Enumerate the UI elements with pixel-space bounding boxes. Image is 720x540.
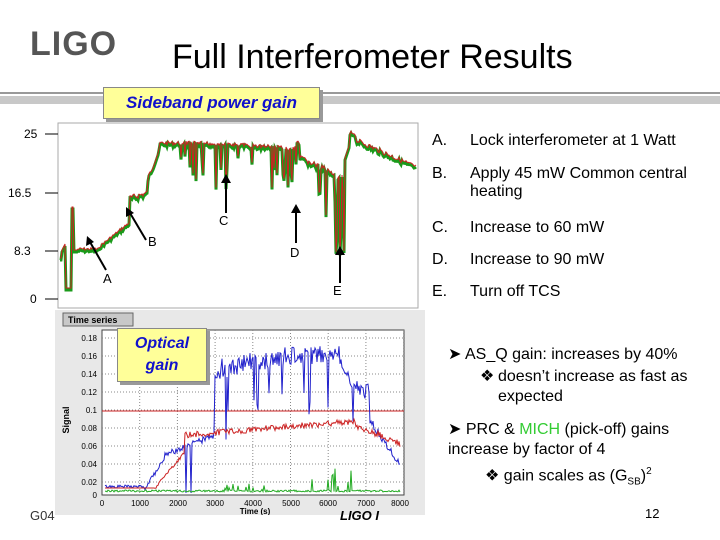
prc-text-b: (pick-off) gains increase by factor of 4: [448, 421, 670, 458]
page-number: 12: [645, 506, 660, 521]
step-a: A. Lock interferometer at 1 Watt: [432, 132, 720, 152]
optical-gain-chart: Time series 0.18 0.16 0.14 0.12 0.1 0.08…: [55, 310, 425, 515]
marker-c: C: [219, 174, 231, 228]
marker-a-label: A: [103, 271, 112, 286]
marker-e: E: [333, 246, 345, 298]
chart2-ytick: 0.12: [81, 388, 97, 397]
marker-b: B: [126, 207, 157, 249]
chart2-ytick: 0.06: [81, 442, 97, 451]
chart1-ytick-lines: [45, 133, 58, 300]
step-d-text: Increase to 90 mW: [470, 251, 605, 268]
gain-text-a: gain scales as (G: [503, 467, 628, 485]
marker-d-label: D: [290, 245, 299, 260]
chart2-panel-title: Time series: [68, 315, 117, 325]
chart2-ytick: 0.02: [81, 478, 97, 487]
chart2-xticks: 0 1000 2000 3000 4000 5000 6000 7000 800…: [100, 499, 410, 508]
chart2-xtick: 6000: [319, 499, 337, 508]
blue-signal-trace: [104, 346, 401, 494]
step-c: C. Increase to 60 mW: [432, 219, 720, 239]
footer-center: LIGO I: [340, 508, 379, 523]
mich-text: MICH: [519, 421, 561, 438]
step-a-label: A.: [432, 132, 448, 149]
prc-text-a: PRC &: [465, 421, 520, 438]
step-e-label: E.: [432, 283, 448, 300]
chart2-xtick: 8000: [391, 499, 409, 508]
step-a-text: Lock interferometer at 1 Watt: [470, 132, 676, 149]
red-signal-trace: [105, 417, 401, 489]
step-d: D. Increase to 90 mW: [432, 251, 720, 271]
chart2-xtick: 3000: [206, 499, 224, 508]
chart1-ytick-16-5: 16.5: [8, 186, 32, 200]
sideband-gain-chart: 25 16.5 8.3 0 A B C D E: [8, 122, 419, 309]
chart2-xtick: 1000: [131, 499, 149, 508]
step-e-text: Turn off TCS: [470, 283, 561, 300]
marker-d: D: [290, 204, 301, 260]
gain-superscript: 2: [646, 466, 652, 477]
asq-note: ➤ AS_Q gain: increases by 40%: [448, 345, 718, 365]
diamond-bullet-icon: ❖: [480, 368, 495, 385]
step-e: E. Turn off TCS: [432, 283, 720, 303]
gain-text-b: ): [640, 467, 647, 485]
marker-a: A: [86, 236, 112, 286]
asq-subnote: ❖ doesn’t increase as fast as expected: [480, 367, 710, 407]
asq-main-text: AS_Q gain: increases by 40%: [464, 346, 678, 363]
step-d-label: D.: [432, 251, 448, 268]
document-id: G04: [30, 508, 55, 523]
arrow-bullet-icon: ➤: [448, 346, 462, 363]
green-signal-trace: [104, 468, 401, 494]
chart2-xlabel: Time (s): [240, 507, 271, 515]
slide-title: Full Interferometer Results: [172, 38, 573, 76]
ligo-logo: LIGO: [30, 25, 118, 63]
sideband-power-gain-label: Sideband power gain: [103, 87, 320, 119]
chart2-ytick: 0.1: [86, 406, 98, 415]
marker-b-label: B: [148, 234, 157, 249]
marker-e-label: E: [333, 283, 342, 298]
chart2-ytick: 0.14: [81, 370, 97, 379]
chart2-ytick: 0.08: [81, 424, 97, 433]
header-band: [0, 96, 720, 104]
chart2-ytick: 0.16: [81, 352, 97, 361]
header-divider: [0, 92, 720, 94]
red-trace: [60, 129, 417, 289]
chart2-ytick: 0.04: [81, 460, 97, 469]
chart2-ylabel: Signal: [61, 406, 71, 433]
asq-sub-text: doesn’t increase as fast as expected: [498, 368, 688, 405]
chart2-yticks: 0.18 0.16 0.14 0.12 0.1 0.08 0.06 0.04 0…: [81, 334, 97, 500]
chart2-xtick: 0: [100, 499, 105, 508]
chart2-xtick: 2000: [169, 499, 187, 508]
chart1-ytick-25: 25: [24, 127, 38, 141]
gain-scale-note: ❖ gain scales as (GSB)2: [485, 462, 715, 493]
green-trace: [59, 129, 417, 292]
chart2-xtick: 4000: [244, 499, 262, 508]
chart2-ytick: 0: [93, 491, 98, 500]
marker-c-label: C: [219, 213, 228, 228]
chart2-xtick: 5000: [282, 499, 300, 508]
optical-gain-label: Optical gain: [117, 328, 207, 382]
step-c-text: Increase to 60 mW: [470, 219, 605, 236]
chart1-ytick-0: 0: [30, 292, 37, 306]
chart2-title-tab: [62, 312, 134, 327]
step-b-text: Apply 45 mW Common central heating: [470, 165, 687, 200]
step-b-label: B.: [432, 165, 448, 182]
diamond-bullet-icon: ❖: [485, 467, 500, 485]
step-b: B. Apply 45 mW Common central heating: [432, 165, 720, 205]
chart2-ytick: 0.18: [81, 334, 97, 343]
prc-note: ➤ PRC & MICH (pick-off) gains increase b…: [448, 420, 713, 460]
chart1-ytick-8-3: 8.3: [14, 244, 31, 258]
arrow-bullet-icon: ➤: [448, 421, 462, 438]
chart2-xtick: 7000: [357, 499, 375, 508]
step-c-label: C.: [432, 219, 448, 236]
gain-subscript: SB: [627, 476, 641, 488]
